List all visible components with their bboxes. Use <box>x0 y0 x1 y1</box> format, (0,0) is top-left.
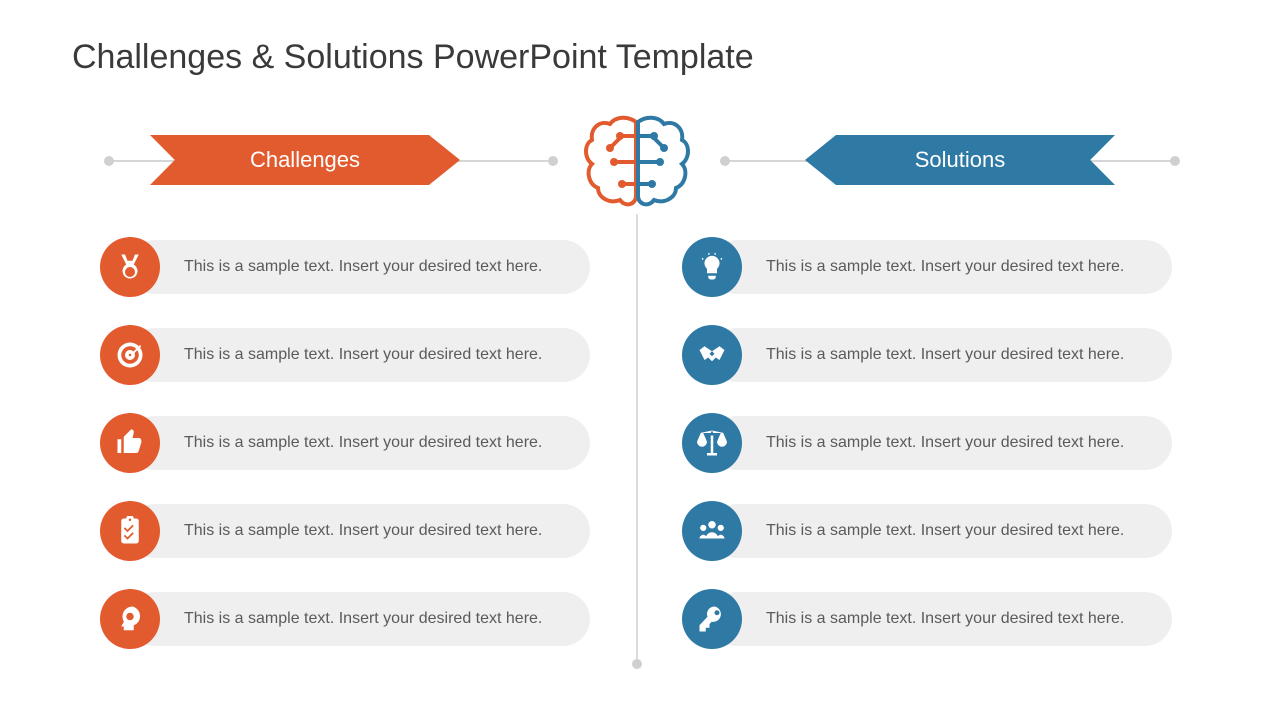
item-text: This is a sample text. Insert your desir… <box>766 521 1124 541</box>
list-item: This is a sample text. Insert your desir… <box>100 232 590 302</box>
list-item: This is a sample text. Insert your desir… <box>100 584 590 654</box>
solutions-column: This is a sample text. Insert your desir… <box>682 232 1172 672</box>
list-item: This is a sample text. Insert your desir… <box>100 320 590 390</box>
thumbsup-icon <box>100 413 160 473</box>
list-item: This is a sample text. Insert your desir… <box>100 496 590 566</box>
challenges-banner-label: Challenges <box>250 147 360 172</box>
challenges-column: This is a sample text. Insert your desir… <box>100 232 590 672</box>
scales-icon <box>682 413 742 473</box>
list-item: This is a sample text. Insert your desir… <box>682 584 1172 654</box>
connector-dot <box>548 156 558 166</box>
solutions-banner-label: Solutions <box>915 147 1006 172</box>
item-text: This is a sample text. Insert your desir… <box>766 609 1124 629</box>
solutions-banner: Solutions <box>805 135 1115 185</box>
item-text: This is a sample text. Insert your desir… <box>766 257 1124 277</box>
connector-dot <box>1170 156 1180 166</box>
headmind-icon <box>100 589 160 649</box>
item-text: This is a sample text. Insert your desir… <box>184 257 542 277</box>
item-text: This is a sample text. Insert your desir… <box>766 433 1124 453</box>
medal-icon <box>100 237 160 297</box>
list-item: This is a sample text. Insert your desir… <box>682 320 1172 390</box>
item-text: This is a sample text. Insert your desir… <box>766 345 1124 365</box>
list-item: This is a sample text. Insert your desir… <box>100 408 590 478</box>
item-text: This is a sample text. Insert your desir… <box>184 609 542 629</box>
clipboard-icon <box>100 501 160 561</box>
challenges-banner: Challenges <box>150 135 460 185</box>
connector-dot <box>104 156 114 166</box>
key-icon <box>682 589 742 649</box>
vertical-divider <box>636 214 638 664</box>
handshake-icon <box>682 325 742 385</box>
team-icon <box>682 501 742 561</box>
list-item: This is a sample text. Insert your desir… <box>682 408 1172 478</box>
list-item: This is a sample text. Insert your desir… <box>682 496 1172 566</box>
brain-icon <box>582 112 692 212</box>
item-text: This is a sample text. Insert your desir… <box>184 433 542 453</box>
lightbulb-icon <box>682 237 742 297</box>
page-title: Challenges & Solutions PowerPoint Templa… <box>72 38 754 77</box>
item-text: This is a sample text. Insert your desir… <box>184 345 542 365</box>
target-icon <box>100 325 160 385</box>
item-text: This is a sample text. Insert your desir… <box>184 521 542 541</box>
list-item: This is a sample text. Insert your desir… <box>682 232 1172 302</box>
connector-dot <box>720 156 730 166</box>
